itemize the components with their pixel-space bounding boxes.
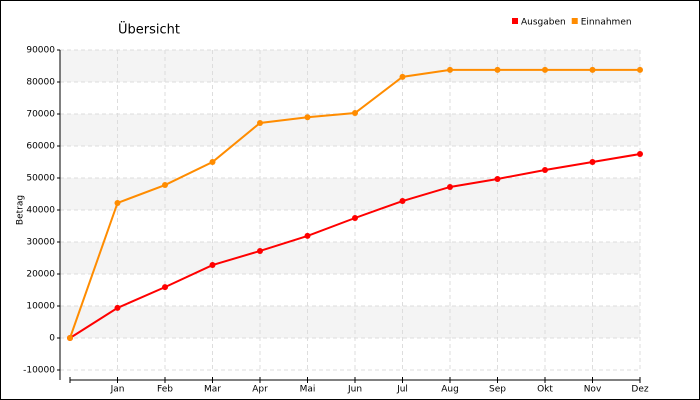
legend-swatch <box>512 18 518 24</box>
data-point <box>352 110 358 117</box>
legend-label: Einnahmen <box>581 18 632 28</box>
data-point <box>542 167 548 173</box>
data-point <box>494 175 501 182</box>
data-point <box>399 198 406 205</box>
legend-swatch <box>571 18 578 24</box>
data-point <box>257 247 263 254</box>
x-tick-label: Feb <box>157 385 173 395</box>
data-point <box>589 159 596 165</box>
data-point <box>114 304 121 311</box>
data-point <box>304 232 311 239</box>
data-point <box>447 66 453 73</box>
data-point <box>209 262 216 269</box>
legend-label: Ausgaben <box>521 18 566 28</box>
y-tick-label: 30000 <box>26 238 55 248</box>
y-tick-label: -10000 <box>23 366 55 376</box>
data-point <box>162 284 168 291</box>
data-point <box>637 151 643 157</box>
data-point <box>637 66 643 73</box>
data-point <box>352 215 358 221</box>
x-tick-label: Sep <box>489 385 506 395</box>
y-tick-label: 10000 <box>26 302 55 312</box>
x-tick-label: Jul <box>396 385 408 395</box>
y-tick-label: 80000 <box>26 78 55 88</box>
data-point <box>589 66 596 73</box>
x-tick-label: Apr <box>252 385 268 395</box>
grid-band <box>60 114 640 146</box>
y-tick-label: 20000 <box>26 270 55 280</box>
y-tick-label: 40000 <box>26 206 55 216</box>
y-tick-label: 50000 <box>26 174 55 184</box>
y-tick-label: 60000 <box>26 142 55 152</box>
data-point <box>257 119 263 126</box>
data-point <box>162 182 168 189</box>
grid-band <box>60 242 640 274</box>
x-tick-label: Okt <box>537 385 553 395</box>
data-point <box>542 66 548 73</box>
data-point <box>67 335 73 341</box>
y-axis-label: Betrag <box>16 195 26 225</box>
y-tick-label: 70000 <box>26 110 55 120</box>
data-point <box>114 199 121 206</box>
grid-band <box>60 178 640 210</box>
x-tick-label: Nov <box>584 385 602 395</box>
data-point <box>494 66 501 73</box>
x-tick-label: Dez <box>631 385 648 395</box>
chart-title: Übersicht <box>118 21 180 38</box>
grid-band <box>60 306 640 338</box>
x-tick-label: Jan <box>110 385 125 395</box>
x-tick-label: Jun <box>347 385 362 395</box>
y-tick-label: 90000 <box>26 46 55 56</box>
data-point <box>209 159 216 165</box>
grid-band <box>60 50 640 82</box>
y-tick-label: 0 <box>49 334 55 344</box>
data-point <box>304 114 311 121</box>
data-point <box>447 183 453 190</box>
x-tick-label: Aug <box>441 385 459 395</box>
x-tick-label: Mar <box>204 385 221 395</box>
x-tick-label: Mai <box>300 385 316 395</box>
data-point <box>399 73 406 80</box>
